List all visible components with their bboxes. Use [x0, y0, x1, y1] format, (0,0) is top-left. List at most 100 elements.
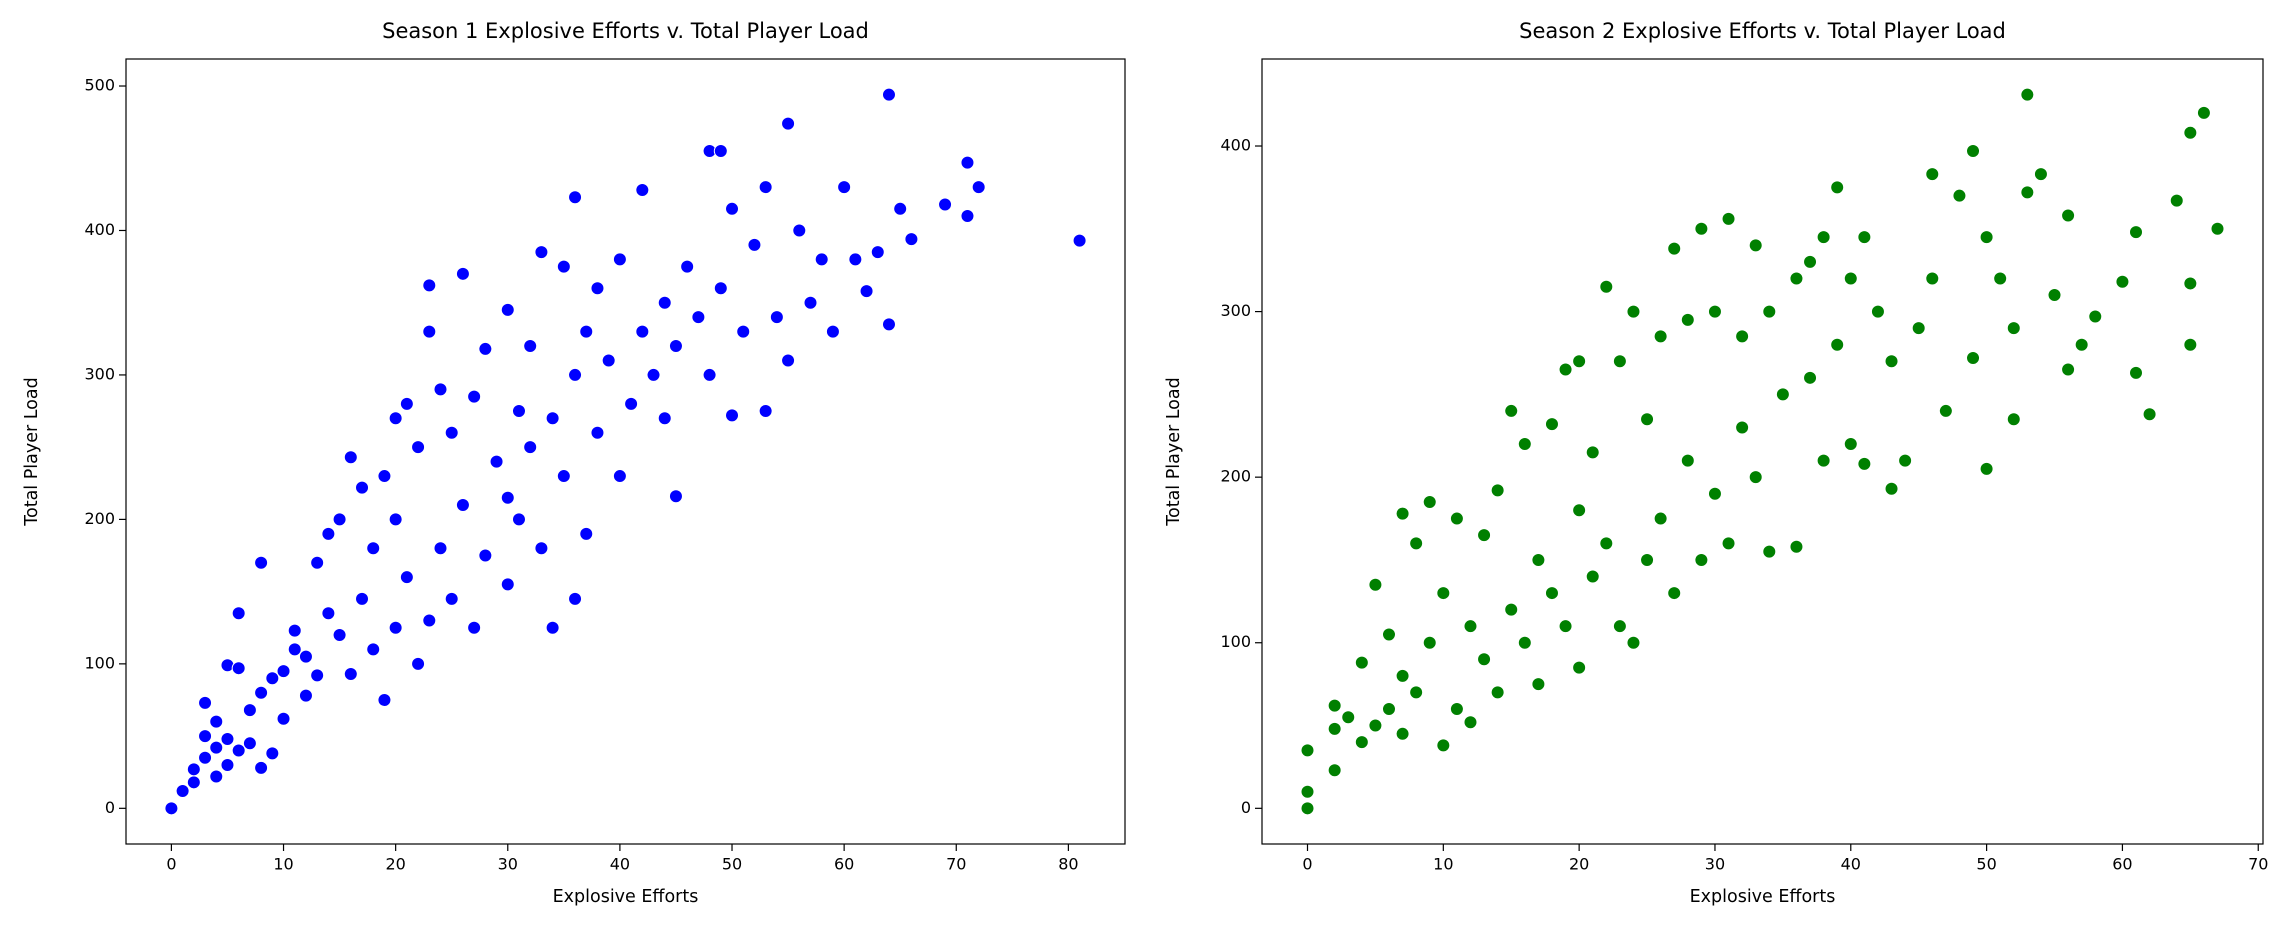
point — [792, 223, 807, 238]
point — [2006, 321, 2021, 336]
point — [1735, 329, 1750, 344]
point — [1966, 350, 1981, 365]
point — [769, 310, 784, 325]
y-axis-label: Total Player Load — [22, 377, 42, 526]
x-tick-label: 70 — [2248, 855, 2268, 874]
point — [1721, 536, 1736, 551]
point — [1436, 586, 1451, 601]
point — [657, 295, 672, 310]
point — [579, 324, 594, 339]
point — [657, 411, 672, 426]
point — [1341, 710, 1356, 725]
point — [388, 411, 403, 426]
point — [399, 396, 414, 411]
point — [1354, 735, 1369, 750]
point — [242, 703, 257, 718]
point — [1884, 481, 1899, 496]
point — [1680, 312, 1695, 327]
point — [2183, 125, 2198, 140]
point — [1762, 304, 1777, 319]
point — [1368, 577, 1383, 592]
point — [2047, 288, 2062, 303]
point — [1449, 701, 1464, 716]
point — [1925, 167, 1940, 182]
point — [1775, 387, 1790, 402]
point — [198, 695, 213, 710]
point — [377, 692, 392, 707]
point — [646, 367, 661, 382]
point — [254, 685, 269, 700]
point — [825, 324, 840, 339]
x-tick-label: 0 — [1302, 855, 1312, 874]
point — [1694, 221, 1709, 236]
point — [781, 353, 796, 368]
x-tick-label: 60 — [2112, 855, 2132, 874]
point — [511, 404, 526, 419]
point — [1300, 801, 1315, 816]
point — [399, 570, 414, 585]
point — [803, 295, 818, 310]
point — [1327, 721, 1342, 736]
point — [1735, 420, 1750, 435]
point — [579, 526, 594, 541]
point — [1585, 445, 1600, 460]
point — [1558, 619, 1573, 634]
x-tick-label: 10 — [273, 855, 293, 874]
axes-frame — [1261, 58, 2264, 845]
x-tick-label: 30 — [1705, 855, 1725, 874]
point — [1490, 685, 1505, 700]
point — [534, 541, 549, 556]
point — [1558, 362, 1573, 377]
point — [175, 783, 190, 798]
point — [2129, 365, 2144, 380]
point — [276, 664, 291, 679]
point — [1072, 233, 1087, 248]
point — [500, 490, 515, 505]
point — [545, 620, 560, 635]
point — [411, 440, 426, 455]
point — [2169, 193, 2184, 208]
point — [355, 591, 370, 606]
point — [1843, 437, 1858, 452]
point — [668, 339, 683, 354]
point — [1504, 602, 1519, 617]
point — [904, 232, 919, 247]
chart-title: Season 2 Explosive Efforts v. Total Play… — [1519, 19, 2006, 43]
point — [1626, 635, 1641, 650]
point — [332, 627, 347, 642]
point — [1300, 784, 1315, 799]
y-tick-label: 300 — [1220, 301, 1251, 320]
point — [455, 266, 470, 281]
point — [758, 180, 773, 195]
point — [1789, 539, 1804, 554]
point — [321, 526, 336, 541]
point — [736, 324, 751, 339]
x-tick-label: 40 — [610, 855, 630, 874]
point — [837, 180, 852, 195]
point — [444, 425, 459, 440]
point — [1952, 188, 1967, 203]
point — [859, 284, 874, 299]
point — [870, 245, 885, 260]
point — [444, 591, 459, 606]
point — [1830, 337, 1845, 352]
point — [1354, 655, 1369, 670]
point — [1762, 544, 1777, 559]
point — [1816, 230, 1831, 245]
point — [523, 339, 538, 354]
point — [612, 469, 627, 484]
point — [1544, 586, 1559, 601]
y-tick-label: 100 — [84, 653, 115, 672]
point — [1843, 271, 1858, 286]
x-tick-label: 30 — [498, 855, 518, 874]
point — [164, 801, 179, 816]
point — [1477, 528, 1492, 543]
point — [1585, 569, 1600, 584]
point — [713, 144, 728, 159]
point — [198, 729, 213, 744]
point — [545, 411, 560, 426]
point — [1667, 241, 1682, 256]
point — [287, 642, 302, 657]
point — [1463, 715, 1478, 730]
